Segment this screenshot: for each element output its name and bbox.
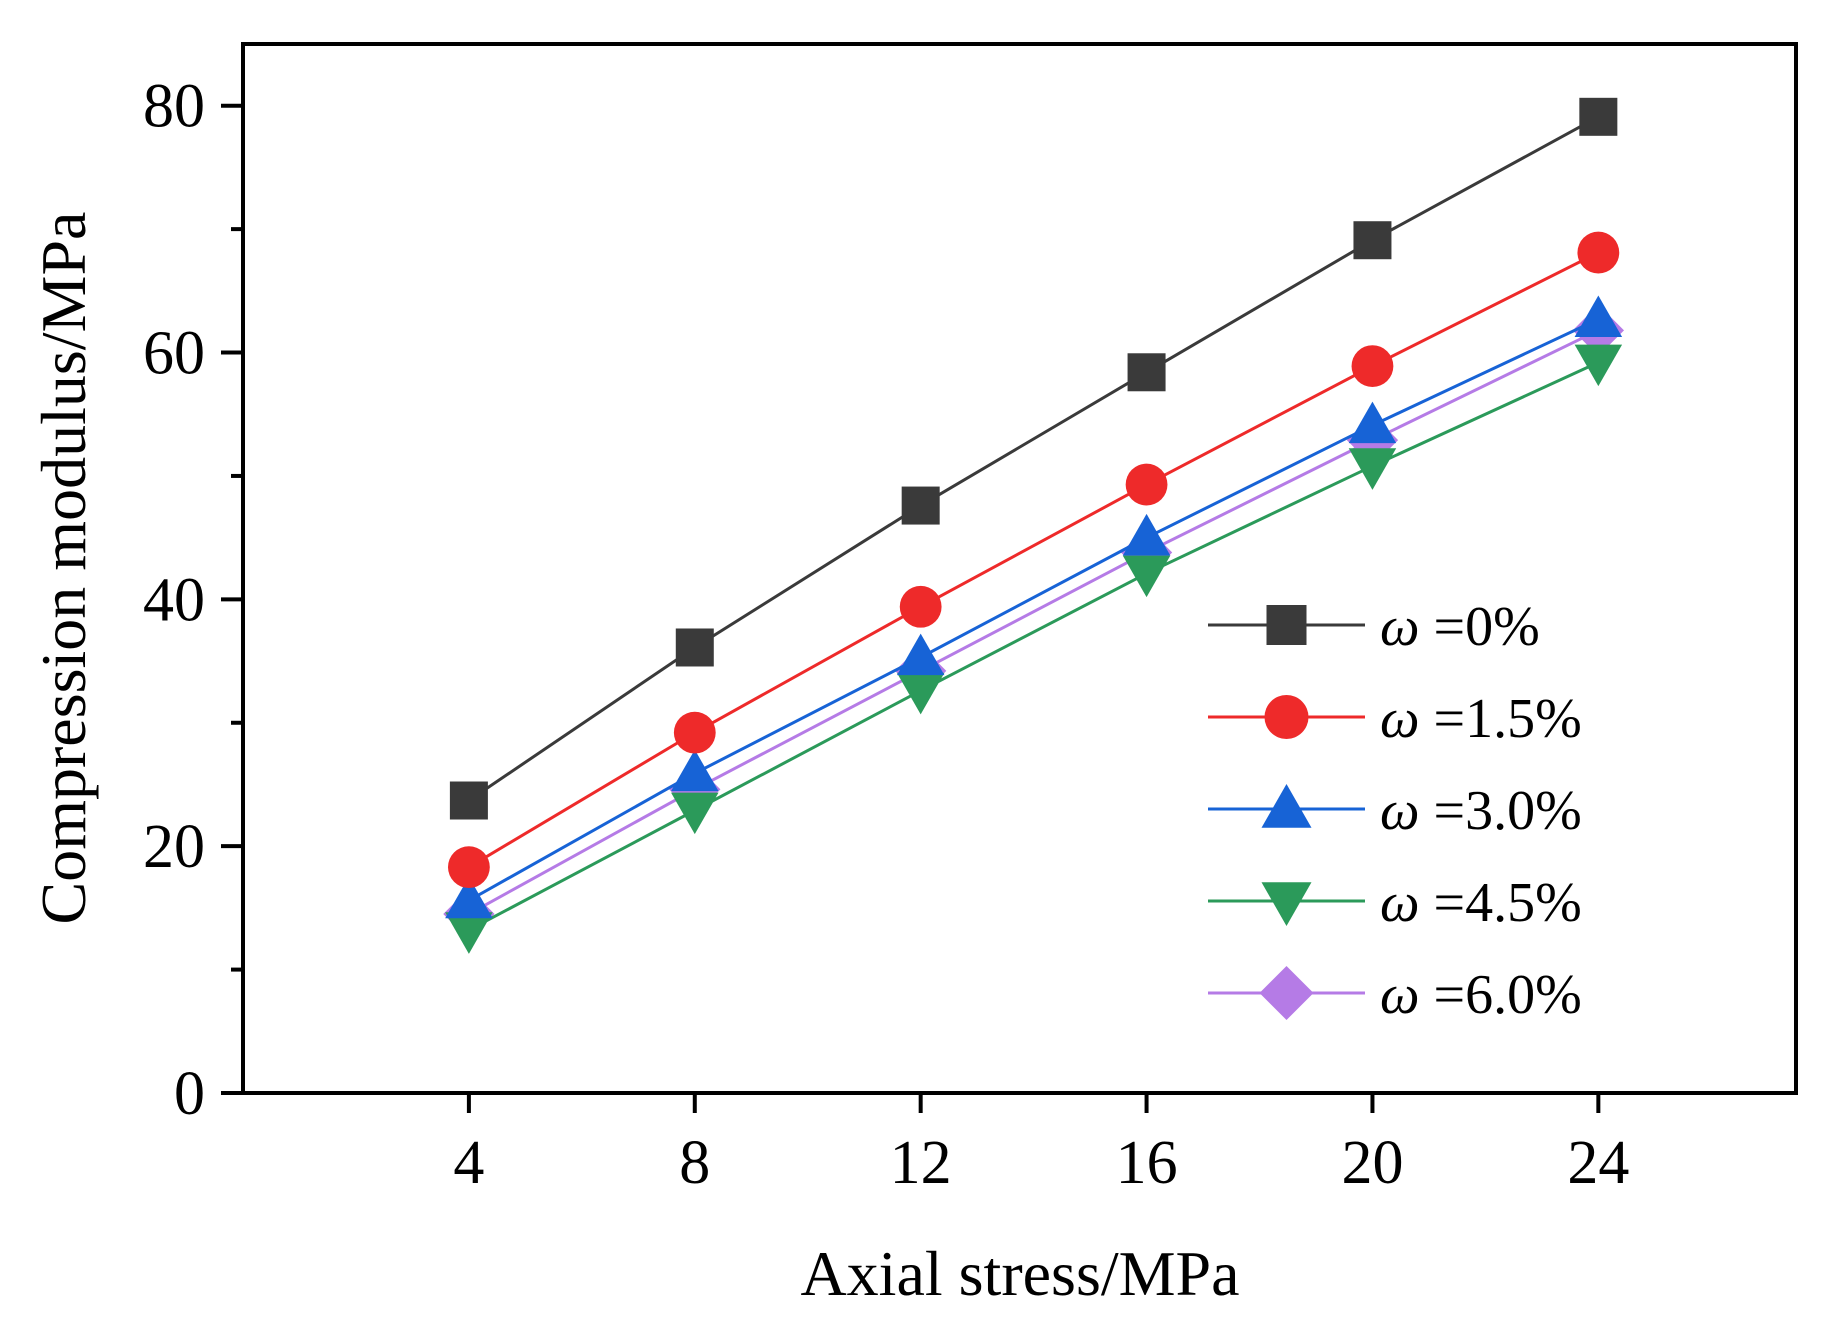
data-point [1574,344,1623,387]
x-tick-label: 16 [1116,1129,1178,1197]
legend-label: ω =6.0% [1380,964,1582,1026]
legend-marker [1261,882,1312,926]
x-tick-label: 24 [1567,1129,1629,1197]
series-line [468,115,1600,802]
legend: ω =0% ω =1.5% ω =3.0% ω =4.5% ω =6.0% [1208,596,1582,1026]
data-point [1348,401,1397,444]
data-point [675,628,714,667]
legend-marker [1264,695,1309,739]
series-layer [443,97,1624,954]
data-point [896,633,945,676]
data-point [1351,345,1394,388]
data-point [901,486,940,525]
legend-marker [1266,605,1307,645]
y-tick-label: 80 [143,73,205,141]
data-point [1127,353,1166,392]
data-point [1348,448,1397,490]
plot-frame [241,42,1798,1095]
y-tick-label: 60 [143,320,205,388]
y-tick-label: 20 [143,813,205,881]
x-tick-label: 8 [679,1129,710,1197]
legend-marker [1259,966,1314,1020]
data-point [1122,555,1171,598]
data-point [1579,97,1618,136]
x-axis-ticks: 4 8 12 16 20 24 [453,1093,1629,1197]
data-point [447,846,490,889]
x-tick-label: 20 [1341,1129,1403,1197]
legend-item: ω =4.5% [1208,872,1582,934]
x-tick-label: 4 [453,1129,484,1197]
legend-item: ω =0% [1208,596,1540,658]
series-triangle-down [445,344,1623,954]
y-tick-label: 0 [174,1060,205,1128]
legend-item: ω =1.5% [1208,688,1582,750]
series-square [449,97,1618,820]
data-point [671,749,719,792]
series-line [468,328,1600,916]
legend-marker [1261,784,1312,828]
data-point [896,672,945,715]
x-axis-label: Axial stress/MPa [800,1238,1239,1309]
data-point [445,912,493,954]
data-point [1353,221,1392,260]
legend-label: ω =4.5% [1380,872,1582,934]
data-point [445,876,493,919]
series-circle [447,231,1620,889]
data-point [671,792,719,835]
legend-label: ω =3.0% [1380,780,1582,842]
series-line [468,361,1599,932]
series-line [468,317,1599,902]
y-tick-label: 40 [143,566,205,634]
series-line [468,251,1600,869]
data-point [1574,295,1623,338]
data-point [449,781,488,820]
data-point [1125,463,1168,506]
data-point [1122,513,1171,556]
legend-label: ω =0% [1380,596,1540,658]
legend-item: ω =6.0% [1208,964,1582,1026]
legend-item: ω =3.0% [1208,780,1582,842]
data-point [1577,231,1620,274]
y-axis-label: Compression modulus/MPa [28,212,99,925]
y-axis-ticks: 0 20 40 60 80 [143,73,243,1128]
data-point [673,711,716,754]
legend-label: ω =1.5% [1380,688,1582,750]
x-tick-label: 12 [890,1129,952,1197]
series-triangle-up [445,295,1623,919]
data-point [899,585,942,628]
